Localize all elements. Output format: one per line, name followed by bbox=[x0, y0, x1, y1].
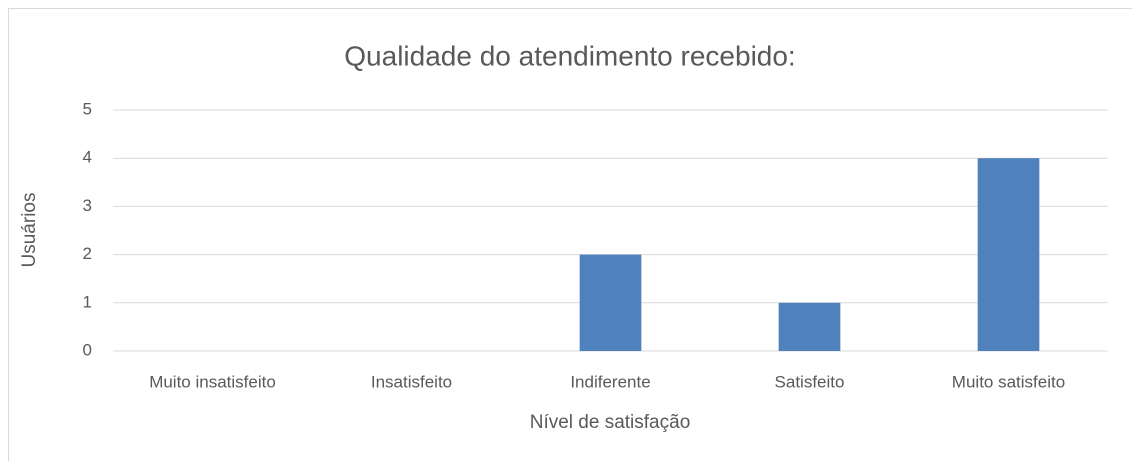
y-tick-label: 2 bbox=[83, 244, 92, 263]
x-tick-label: Muito insatisfeito bbox=[149, 372, 276, 391]
bar bbox=[977, 158, 1040, 351]
y-tick-label: 0 bbox=[83, 340, 92, 359]
y-tick-label: 5 bbox=[83, 99, 92, 118]
bar bbox=[778, 302, 841, 351]
y-tick-label: 4 bbox=[83, 148, 92, 167]
bar bbox=[579, 254, 642, 351]
x-tick-label: Satisfeito bbox=[775, 372, 845, 391]
y-tick-label: 1 bbox=[83, 292, 92, 311]
y-axis-label: Usuários bbox=[19, 193, 40, 268]
x-axis-label: Nível de satisfação bbox=[530, 412, 691, 433]
chart-title: Qualidade do atendimento recebido: bbox=[344, 40, 795, 71]
x-tick-label: Muito satisfeito bbox=[952, 372, 1065, 391]
x-tick-label: Indiferente bbox=[570, 372, 650, 391]
chart-border bbox=[8, 8, 1132, 461]
y-tick-label: 3 bbox=[83, 196, 92, 215]
x-tick-label: Insatisfeito bbox=[371, 372, 452, 391]
